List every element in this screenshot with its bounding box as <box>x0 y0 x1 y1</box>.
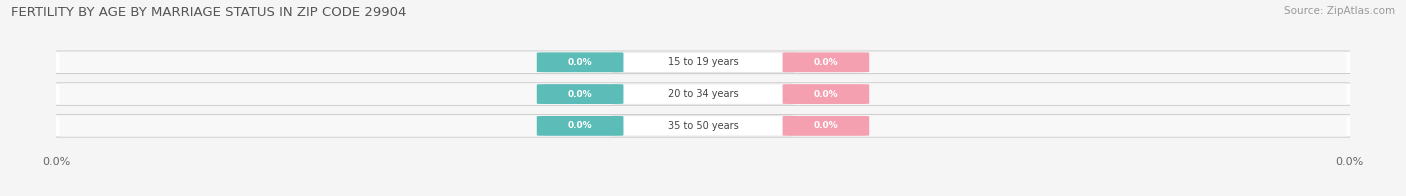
FancyBboxPatch shape <box>783 84 869 104</box>
FancyBboxPatch shape <box>59 52 1347 73</box>
Text: 35 to 50 years: 35 to 50 years <box>668 121 738 131</box>
Text: 20 to 34 years: 20 to 34 years <box>668 89 738 99</box>
Text: 0.0%: 0.0% <box>814 121 838 130</box>
Text: 0.0%: 0.0% <box>814 58 838 67</box>
Text: 0.0%: 0.0% <box>814 90 838 99</box>
FancyBboxPatch shape <box>59 115 1347 136</box>
FancyBboxPatch shape <box>537 84 623 104</box>
FancyBboxPatch shape <box>613 116 793 136</box>
FancyBboxPatch shape <box>53 51 1353 74</box>
Text: Source: ZipAtlas.com: Source: ZipAtlas.com <box>1284 6 1395 16</box>
Text: 0.0%: 0.0% <box>568 58 592 67</box>
Text: 0.0%: 0.0% <box>568 90 592 99</box>
FancyBboxPatch shape <box>53 83 1353 105</box>
FancyBboxPatch shape <box>783 116 869 136</box>
FancyBboxPatch shape <box>59 83 1347 105</box>
Text: 0.0%: 0.0% <box>568 121 592 130</box>
FancyBboxPatch shape <box>783 52 869 72</box>
FancyBboxPatch shape <box>53 115 1353 137</box>
FancyBboxPatch shape <box>613 84 793 104</box>
Text: 15 to 19 years: 15 to 19 years <box>668 57 738 67</box>
FancyBboxPatch shape <box>537 52 623 72</box>
FancyBboxPatch shape <box>537 116 623 136</box>
Text: FERTILITY BY AGE BY MARRIAGE STATUS IN ZIP CODE 29904: FERTILITY BY AGE BY MARRIAGE STATUS IN Z… <box>11 6 406 19</box>
FancyBboxPatch shape <box>613 52 793 73</box>
